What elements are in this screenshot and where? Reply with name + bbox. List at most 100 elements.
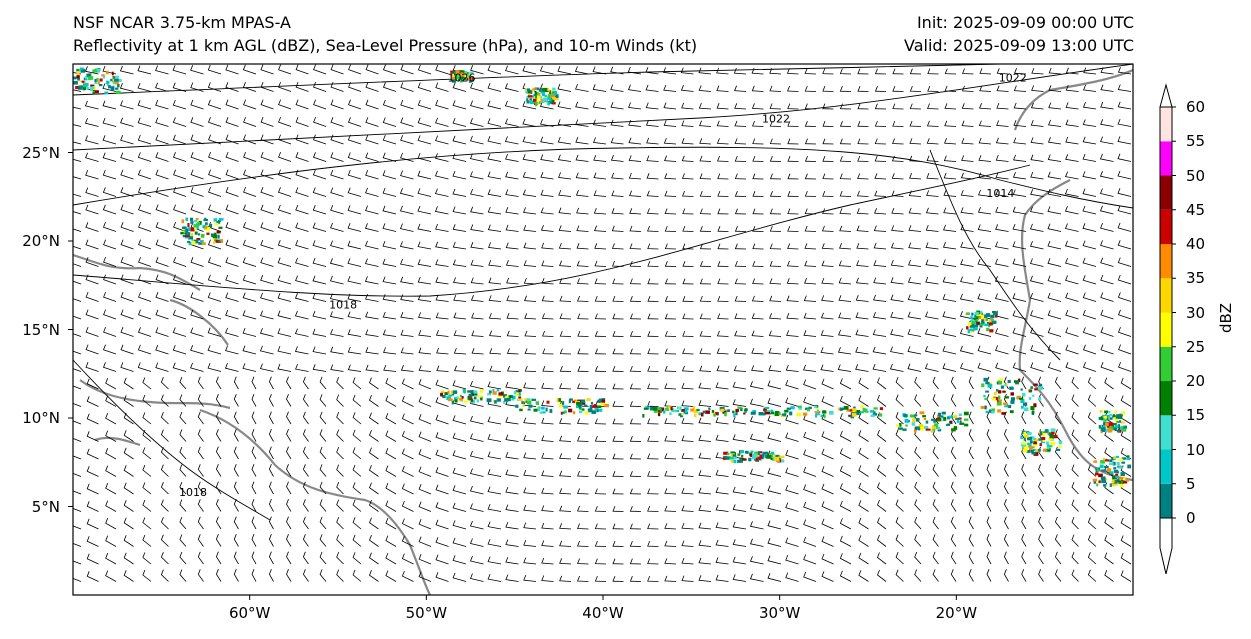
colorbar-tick-label: 55 (1186, 132, 1206, 151)
echo-pixel (676, 409, 679, 413)
echo-pixel (678, 413, 681, 416)
echo-pixel (1020, 388, 1023, 391)
title-model: NSF NCAR 3.75-km MPAS-A (73, 13, 291, 32)
echo-pixel (209, 223, 213, 228)
echo-pixel (462, 74, 465, 77)
echo-pixel (948, 415, 953, 419)
echo-pixel (454, 399, 458, 403)
echo-pixel (1109, 426, 1114, 431)
echo-pixel (796, 412, 802, 417)
colorbar-tick-label: 60 (1186, 98, 1206, 116)
echo-pixel (1122, 479, 1128, 484)
echo-pixel (781, 413, 787, 416)
echo-pixel (972, 321, 976, 325)
echo-pixel (596, 405, 602, 409)
echo-pixel (723, 455, 728, 459)
echo-pixel (719, 406, 725, 411)
echo-pixel (526, 398, 531, 401)
echo-pixel (922, 415, 926, 418)
echo-pixel (540, 98, 543, 103)
echo-pixel (73, 80, 78, 85)
echo-pixel (1038, 397, 1042, 401)
echo-pixel (496, 389, 500, 392)
echo-pixel (1026, 450, 1031, 453)
echo-pixel (215, 239, 219, 243)
echo-pixel (92, 91, 96, 95)
echo-pixel (451, 392, 455, 396)
echo-pixel (829, 411, 834, 415)
echo-pixel (993, 392, 997, 396)
echo-pixel (1050, 428, 1056, 432)
echo-pixel (101, 74, 105, 77)
colorbar-segment (1160, 107, 1172, 142)
echo-pixel (592, 405, 596, 408)
echo-pixel (77, 79, 81, 82)
echo-pixel (1101, 469, 1107, 472)
echo-pixel (461, 396, 464, 399)
echo-pixel (538, 88, 542, 92)
echo-pixel (188, 236, 194, 240)
echo-pixel (959, 422, 965, 425)
echo-pixel (549, 100, 552, 104)
echo-pixel (1045, 429, 1048, 433)
echo-pixel (1125, 479, 1130, 482)
echo-pixel (518, 396, 522, 399)
echo-pixel (212, 241, 216, 244)
colorbar-tick-label: 30 (1186, 303, 1206, 322)
echo-pixel (572, 400, 578, 404)
echo-pixel (983, 395, 986, 398)
echo-pixel (1115, 455, 1120, 458)
echo-pixel (981, 321, 985, 324)
echo-pixel (518, 392, 521, 396)
echo-pixel (94, 79, 97, 83)
echo-pixel (473, 396, 477, 400)
echo-pixel (534, 87, 540, 91)
echo-pixel (479, 389, 484, 393)
echo-pixel (1048, 432, 1054, 436)
echo-pixel (441, 390, 445, 394)
echo-pixel (77, 77, 80, 81)
echo-pixel (498, 392, 504, 396)
echo-pixel (1007, 404, 1012, 409)
echo-pixel (735, 408, 739, 413)
isobar-labels: 1026 1022 1018 1018 1014 1022 (179, 72, 1027, 499)
echo-pixel (540, 90, 546, 94)
echo-pixel (503, 400, 506, 404)
echo-pixel (897, 427, 903, 430)
echo-pixel (1117, 478, 1120, 481)
echo-pixel (522, 403, 525, 408)
echo-pixel (684, 410, 688, 414)
echo-pixel (519, 389, 522, 392)
colorbar (1159, 83, 1176, 575)
colorbar-tick-label: 15 (1186, 406, 1206, 425)
lon-tick-label: 20°W (935, 604, 978, 622)
echo-pixel (920, 425, 925, 429)
echo-pixel (1100, 460, 1105, 464)
echo-pixel (784, 409, 789, 413)
echo-pixel (110, 86, 115, 91)
echo-pixel (587, 408, 593, 413)
echo-pixel (951, 428, 956, 432)
echo-pixel (1113, 467, 1117, 470)
echo-pixel (111, 71, 114, 76)
echo-pixel (919, 428, 925, 431)
echo-pixel (969, 321, 975, 325)
echo-pixel (949, 420, 953, 424)
echo-pixel (998, 399, 1003, 402)
echo-pixel (1037, 449, 1041, 452)
echo-pixel (973, 324, 979, 327)
echo-pixel (993, 312, 998, 316)
echo-pixel (1033, 441, 1037, 445)
echo-pixel (1127, 464, 1132, 469)
lat-tick-label: 5°N (31, 497, 60, 516)
echo-pixel (494, 400, 497, 404)
echo-pixel (756, 456, 761, 461)
echo-pixel (1100, 424, 1104, 428)
echo-pixel (561, 401, 565, 405)
echo-pixel (870, 414, 875, 417)
echo-pixel (473, 392, 478, 396)
echo-pixel (705, 410, 711, 414)
echo-pixel (549, 91, 552, 95)
colorbar-tick-label: 25 (1186, 337, 1206, 356)
echo-pixel (1029, 440, 1033, 444)
